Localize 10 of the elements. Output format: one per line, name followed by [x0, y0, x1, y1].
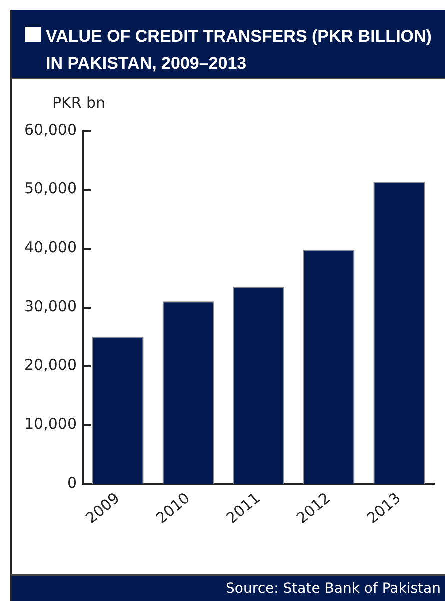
y-tick-label: 10,000 — [24, 415, 77, 434]
chart-title: VALUE OF CREDIT TRANSFERS (PKR BILLION) IN PAKISTAN, 2009–2013 — [46, 26, 433, 75]
y-tick-label: 50,000 — [24, 180, 77, 198]
y-axis-title: PKR bn — [52, 94, 106, 112]
y-tick-label: 30,000 — [24, 297, 77, 316]
y-tick-label: 0 — [67, 474, 77, 492]
y-tick-label: 60,000 — [24, 120, 77, 139]
y-tick-label: 40,000 — [24, 238, 77, 257]
source-note: Source: State Bank of Pakistan — [226, 581, 441, 597]
y-tick-label: 20,000 — [24, 356, 77, 374]
